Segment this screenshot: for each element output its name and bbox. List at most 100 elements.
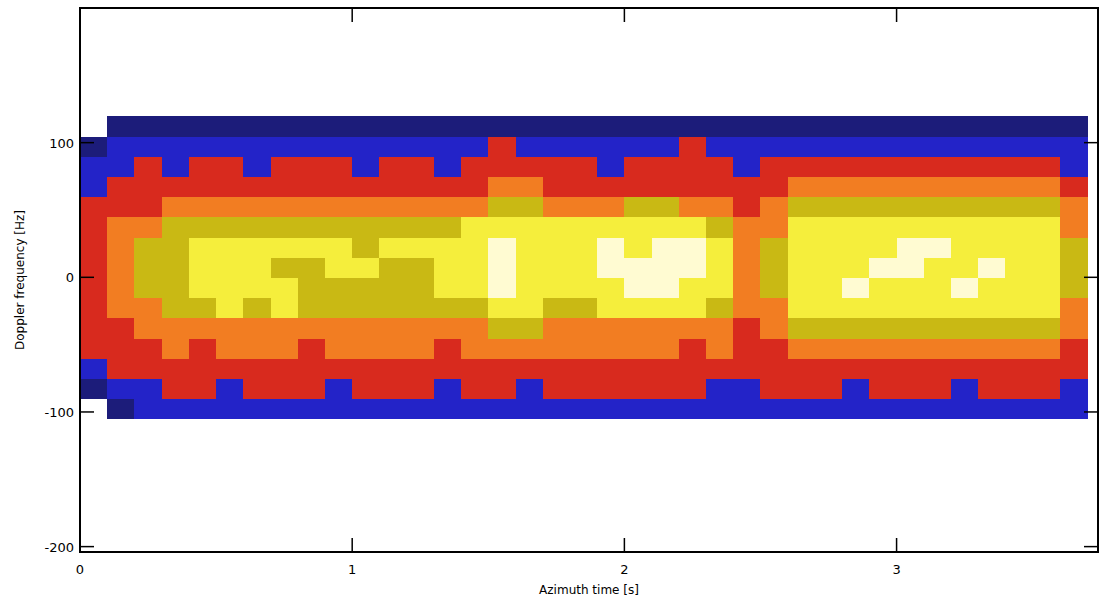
- x-tick-top: [624, 8, 626, 22]
- heat-cell: [243, 398, 271, 419]
- heat-cell: [134, 237, 162, 258]
- heat-cell: [570, 257, 598, 278]
- heat-cell: [570, 358, 598, 379]
- heat-cell: [897, 116, 925, 137]
- heat-cell: [978, 318, 1006, 339]
- heat-cell: [1005, 358, 1033, 379]
- heat-cell: [379, 398, 407, 419]
- heat-cell: [815, 116, 843, 137]
- heat-cell: [706, 378, 734, 399]
- heat-cell: [107, 298, 135, 319]
- heat-cell: [624, 318, 652, 339]
- heat-cell: [434, 277, 462, 298]
- heat-cell: [434, 136, 462, 157]
- heat-cell: [951, 378, 979, 399]
- heat-cell: [1005, 176, 1033, 197]
- heat-cell: [352, 338, 380, 359]
- heat-cell: [407, 237, 435, 258]
- heat-cell: [624, 398, 652, 419]
- heat-cell: [271, 156, 299, 177]
- heat-cell: [352, 277, 380, 298]
- heat-cell: [543, 136, 571, 157]
- heat-cell: [162, 277, 190, 298]
- heat-cell: [216, 318, 244, 339]
- heat-cell: [134, 338, 162, 359]
- heat-cell: [869, 116, 897, 137]
- heat-cell: [679, 277, 707, 298]
- heat-cell: [951, 136, 979, 157]
- heat-cell: [434, 358, 462, 379]
- heat-cell: [325, 217, 353, 238]
- heat-cell: [107, 378, 135, 399]
- heat-cell: [815, 318, 843, 339]
- heat-cell: [815, 237, 843, 258]
- heat-cell: [706, 237, 734, 258]
- heat-cell: [842, 197, 870, 218]
- heat-cell: [624, 217, 652, 238]
- heat-cell: [869, 318, 897, 339]
- heat-cell: [162, 318, 190, 339]
- heat-cell: [706, 197, 734, 218]
- heat-cell: [924, 358, 952, 379]
- heat-cell: [978, 237, 1006, 258]
- heat-cell: [216, 237, 244, 258]
- heat-cell: [543, 156, 571, 177]
- heat-cell: [543, 338, 571, 359]
- heat-cell: [461, 398, 489, 419]
- heat-cell: [1060, 277, 1088, 298]
- heat-cell: [597, 176, 625, 197]
- heat-cell: [488, 176, 516, 197]
- heat-cell: [407, 156, 435, 177]
- heat-cell: [216, 378, 244, 399]
- heat-cell: [788, 398, 816, 419]
- heat-cell: [134, 176, 162, 197]
- heat-cell: [216, 257, 244, 278]
- heat-cell: [706, 176, 734, 197]
- heat-cell: [570, 136, 598, 157]
- heat-cell: [379, 318, 407, 339]
- heat-cell: [897, 358, 925, 379]
- heat-cell: [162, 398, 190, 419]
- y-tick-right: [1084, 411, 1098, 413]
- y-tick-right: [1084, 142, 1098, 144]
- heat-cell: [951, 156, 979, 177]
- heat-cell: [679, 298, 707, 319]
- heat-cell: [461, 217, 489, 238]
- heat-cell: [733, 156, 761, 177]
- heat-cell: [1033, 237, 1061, 258]
- heat-cell: [652, 197, 680, 218]
- heat-cell: [189, 217, 217, 238]
- heat-cell: [842, 136, 870, 157]
- heat-cell: [243, 136, 271, 157]
- heat-cell: [80, 338, 108, 359]
- heat-cell: [1033, 338, 1061, 359]
- heat-cell: [379, 217, 407, 238]
- heat-cell: [407, 358, 435, 379]
- heat-cell: [162, 176, 190, 197]
- heat-cell: [434, 197, 462, 218]
- heat-cell: [706, 338, 734, 359]
- heat-cell: [352, 217, 380, 238]
- x-tick: [79, 538, 81, 552]
- heat-cell: [1033, 136, 1061, 157]
- x-tick-label: 0: [76, 562, 84, 577]
- heat-cell: [869, 237, 897, 258]
- heat-cell: [516, 136, 544, 157]
- heat-cell: [134, 136, 162, 157]
- heat-cell: [869, 378, 897, 399]
- heat-cell: [1005, 277, 1033, 298]
- heat-cell: [679, 176, 707, 197]
- y-axis-title: Doppler frequency [Hz]: [13, 210, 27, 350]
- heat-cell: [597, 156, 625, 177]
- heat-cell: [978, 217, 1006, 238]
- heat-cell: [570, 378, 598, 399]
- heat-cell: [434, 116, 462, 137]
- heat-cell: [516, 378, 544, 399]
- heat-cell: [488, 378, 516, 399]
- heat-cell: [271, 176, 299, 197]
- heat-cell: [189, 116, 217, 137]
- heat-cell: [978, 358, 1006, 379]
- heat-cell: [679, 257, 707, 278]
- heat-cell: [924, 197, 952, 218]
- heat-cell: [679, 237, 707, 258]
